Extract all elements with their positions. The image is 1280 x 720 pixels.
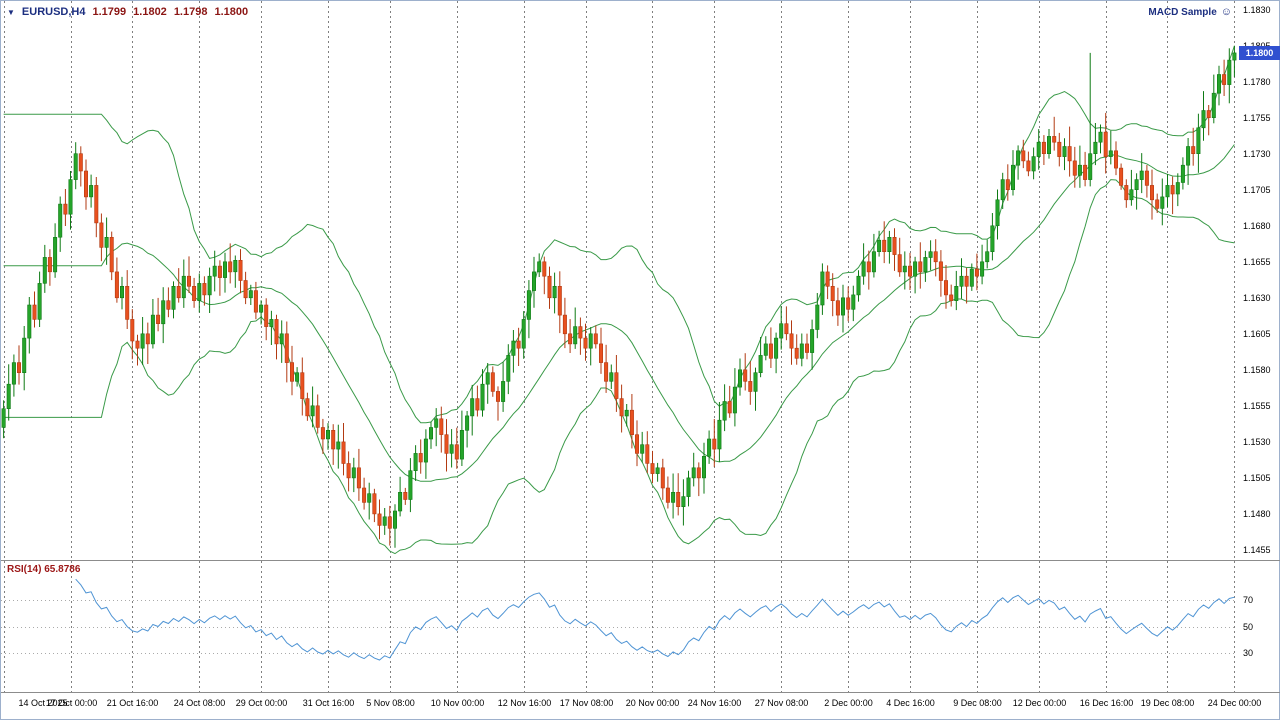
time-tick-label: 24 Nov 16:00 xyxy=(687,698,742,708)
time-tick-label: 31 Oct 16:00 xyxy=(302,698,355,708)
time-tick-label: 12 Dec 00:00 xyxy=(1012,698,1067,708)
time-tick-label: 17 Nov 08:00 xyxy=(559,698,614,708)
time-tick-label: 12 Nov 16:00 xyxy=(497,698,552,708)
price-tick-label: 1.1830 xyxy=(1243,4,1271,15)
bollinger-bands xyxy=(3,45,1235,555)
price-axis[interactable]: 1.1830 1.1805 1.1780 1.1755 1.1730 1.1705 1.16… xyxy=(1238,1,1280,560)
price-tick-label: 1.1455 xyxy=(1243,544,1271,555)
ohlc-header: ▼ EURUSD,H4 1.1799 1.1802 1.1798 1.1800 xyxy=(7,6,248,18)
high-value: 1.1802 xyxy=(133,6,167,18)
time-tick-label: 5 Nov 08:00 xyxy=(366,698,415,708)
time-axis[interactable]: 14 Oct 2025 17 Oct 00:00 21 Oct 16:00 24 Oc… xyxy=(1,693,1280,720)
price-tick-label: 1.1755 xyxy=(1243,112,1271,123)
time-tick-label: 21 Oct 16:00 xyxy=(106,698,159,708)
time-tick-label: 16 Dec 16:00 xyxy=(1079,698,1134,708)
time-tick-label: 4 Dec 16:00 xyxy=(886,698,935,708)
price-tick-label: 1.1655 xyxy=(1243,256,1271,267)
panel-separator[interactable] xyxy=(1,560,1280,561)
rsi-level-label: 30 xyxy=(1243,647,1254,658)
grid-vertical xyxy=(4,1,1235,560)
current-price-tag: 1.1800 xyxy=(1239,45,1280,60)
time-tick-label: 19 Dec 08:00 xyxy=(1140,698,1195,708)
ea-label: MACD Sample ☺ xyxy=(1148,6,1232,18)
rsi-indicator-label: RSI(14) 65.8786 xyxy=(7,564,81,575)
price-tick-label: 1.1730 xyxy=(1243,148,1271,159)
smiley-icon[interactable]: ☺ xyxy=(1220,6,1232,18)
rsi-level-label: 70 xyxy=(1243,595,1254,606)
price-tick-label: 1.1580 xyxy=(1243,364,1271,375)
time-tick-label: 17 Oct 00:00 xyxy=(45,698,98,708)
main-chart[interactable] xyxy=(1,1,1280,560)
price-tick-label: 1.1530 xyxy=(1243,436,1271,447)
triangle-down-icon: ▼ xyxy=(7,7,15,17)
close-value: 1.1800 xyxy=(214,6,249,18)
rsi-level-label: 50 xyxy=(1243,621,1254,632)
price-tick-label: 1.1705 xyxy=(1243,184,1271,195)
rsi-panel-chart[interactable] xyxy=(1,561,1280,692)
rsi-line xyxy=(75,578,1235,661)
time-tick-label: 24 Dec 00:00 xyxy=(1207,698,1262,708)
grid-vertical xyxy=(4,561,1235,692)
time-tick-label: 2 Dec 00:00 xyxy=(824,698,873,708)
price-tick-label: 1.1805 xyxy=(1243,41,1271,51)
price-tick-label: 1.1680 xyxy=(1243,220,1271,231)
price-tick-label: 1.1630 xyxy=(1243,292,1271,303)
price-tick-label: 1.1605 xyxy=(1243,328,1271,339)
price-tick-label: 1.1780 xyxy=(1243,76,1271,87)
rsi-level-lines xyxy=(1,600,1237,654)
panel-separator[interactable] xyxy=(1,692,1280,693)
time-tick-label: 24 Oct 08:00 xyxy=(173,698,226,708)
price-tick-label: 1.1480 xyxy=(1243,508,1271,519)
symbol-label: EURUSD,H4 xyxy=(21,6,86,18)
ea-name-label: MACD Sample xyxy=(1148,6,1217,18)
price-tick-label: 1.1505 xyxy=(1243,472,1271,483)
open-value: 1.1799 xyxy=(92,6,127,18)
time-tick-label: 27 Nov 08:00 xyxy=(754,698,809,708)
time-tick-label: 9 Dec 08:00 xyxy=(953,698,1002,708)
low-value: 1.1798 xyxy=(173,6,208,18)
time-tick-label: 10 Nov 00:00 xyxy=(430,698,485,708)
time-tick-label: 20 Nov 00:00 xyxy=(625,698,680,708)
price-tick-label: 1.1555 xyxy=(1243,400,1271,411)
time-tick-label: 14 Oct 2025 xyxy=(18,698,68,708)
time-tick-label: 29 Oct 00:00 xyxy=(235,698,288,708)
candles xyxy=(1,45,1237,548)
rsi-axis[interactable]: 70 50 30 xyxy=(1238,561,1280,692)
